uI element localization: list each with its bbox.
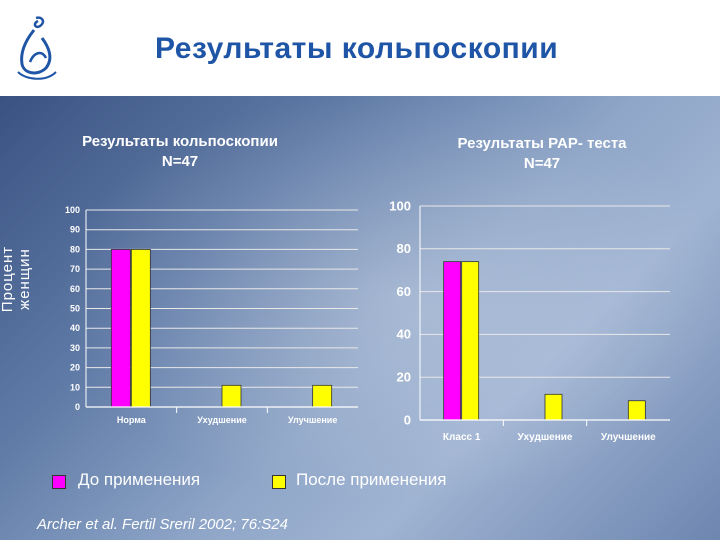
legend-swatch-after: [272, 475, 286, 489]
chart1-title: Результаты кольпоскопии N=47: [30, 132, 330, 172]
legend: До применения После применения: [0, 470, 720, 494]
chart2-ytick-label: 40: [397, 327, 411, 342]
chart2-ytick-label: 20: [397, 370, 411, 385]
slide-title: Результаты кольпоскопии: [155, 32, 559, 65]
legend-swatch-before: [52, 475, 66, 489]
chart1-ytick-label: 20: [70, 363, 80, 373]
chart1-ytick-label: 10: [70, 382, 80, 392]
chart2-category-label: Класс 1: [443, 432, 481, 443]
chart1-title-line2: N=47: [161, 153, 199, 170]
chart1-ytick-label: 70: [70, 264, 80, 274]
chart2-bar-before: [443, 261, 462, 421]
chart2-ytick-label: 0: [404, 412, 411, 427]
chart1-category-label: Улучшение: [288, 415, 337, 425]
chart2-bar-after: [627, 400, 646, 421]
chart2-category-label: Ухудшение: [518, 432, 573, 443]
legend-label-before: До применения: [78, 470, 201, 489]
citation: Archer et al. Fertil Sreril 2002; 76:S24: [37, 516, 288, 533]
chart1-category-label: Норма: [117, 415, 147, 425]
chart2-ytick-label: 60: [397, 284, 411, 299]
chart2-title-line2: N=47: [523, 155, 561, 172]
logo-icon: [17, 16, 57, 80]
chart2-title: Результаты PAP- теста N=47: [392, 134, 692, 174]
slide-header: Результаты кольпоскопии: [0, 0, 720, 96]
chart1-ytick-label: 0: [75, 402, 80, 412]
chart1-ytick-label: 60: [70, 284, 80, 294]
chart1-ytick-label: 80: [70, 244, 80, 254]
chart1-ytick-label: 30: [70, 343, 80, 353]
chart1-ytick-label: 100: [65, 205, 80, 215]
chart2-bar-after: [544, 393, 563, 421]
chart1-ytick-label: 40: [70, 323, 80, 333]
chart1-ytick-label: 90: [70, 225, 80, 235]
chart2-ytick-label: 100: [389, 198, 411, 213]
chart2-ytick-label: 80: [397, 241, 411, 256]
chart1-ytick-label: 50: [70, 304, 80, 314]
chart2-title-line1: Результаты PAP- теста: [457, 135, 627, 152]
chart1-title-line1: Результаты кольпоскопии: [82, 133, 278, 150]
chart2-category-label: Улучшение: [601, 432, 656, 443]
chart1-category-label: Ухудшение: [197, 415, 246, 425]
chart2-bar-after: [461, 261, 480, 421]
legend-label-after: После применения: [296, 470, 447, 489]
